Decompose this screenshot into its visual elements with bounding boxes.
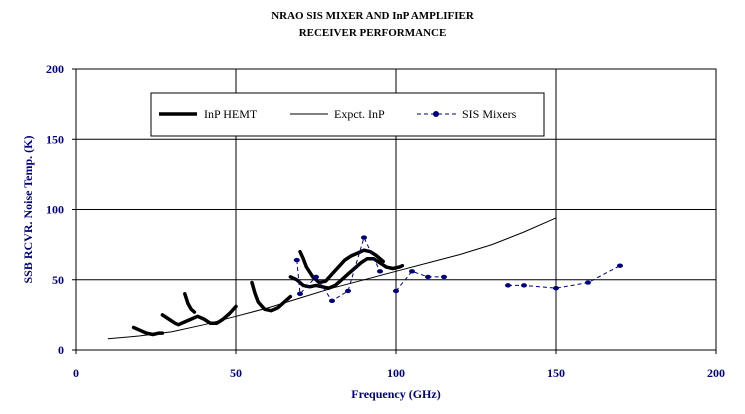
chart-title-line1: NRAO SIS MIXER AND InP AMPLIFIER xyxy=(271,10,474,22)
x-tick-label: 100 xyxy=(387,366,405,380)
legend-box xyxy=(150,92,545,137)
legend: InP HEMT Expct. InP SIS Mixers xyxy=(150,92,545,137)
sis-mixers-point xyxy=(425,274,431,280)
y-tick-label: 150 xyxy=(46,132,64,146)
y-tick-label: 200 xyxy=(46,62,64,76)
sis-mixers-point xyxy=(505,283,511,288)
sis-mixers-point xyxy=(409,269,415,274)
legend-marker-sis-mixers xyxy=(433,111,439,117)
sis-mixers-point xyxy=(361,235,367,240)
sis-mixers-point xyxy=(441,274,447,280)
x-tick-label: 0 xyxy=(73,366,79,380)
x-tick-label: 50 xyxy=(230,366,242,380)
sis-mixers-point xyxy=(377,269,383,274)
x-axis-label: Frequency (GHz) xyxy=(351,387,440,401)
series-inp-hemt-segment-2 xyxy=(183,292,197,314)
sis-mixers-point xyxy=(553,285,559,291)
y-axis-label: SSB RCVR. Noise Temp. (K) xyxy=(21,135,35,283)
series-inp-hemt-segment-1 xyxy=(160,304,238,327)
legend-label-inp-hemt: InP HEMT xyxy=(204,107,258,121)
x-tick-label: 150 xyxy=(547,366,565,380)
sis-mixers-point xyxy=(617,263,623,268)
sis-mixers-point xyxy=(329,298,335,304)
series-sis-mixers-segment-1 xyxy=(395,270,444,292)
axis-ticks: 0 50 100 150 200 0 50 100 150 200 xyxy=(46,62,725,380)
sis-mixers-point xyxy=(293,257,300,263)
sis-mixers-point xyxy=(313,274,319,280)
legend-label-expct-inp: Expct. InP xyxy=(334,107,385,121)
sis-mixers-point xyxy=(393,288,399,294)
legend-label-sis-mixers: SIS Mixers xyxy=(462,107,517,121)
sis-mixers-point xyxy=(345,288,351,294)
series-expct-inp-line xyxy=(107,217,557,340)
sis-mixers-point xyxy=(521,283,527,288)
sis-mixers-point xyxy=(585,280,591,285)
y-tick-label: 50 xyxy=(52,273,64,287)
series-sis-mixers-segment-2 xyxy=(508,265,621,289)
x-tick-label: 200 xyxy=(707,366,725,380)
chart-title-line2: RECEIVER PERFORMANCE xyxy=(298,27,447,39)
sis-mixers-point xyxy=(297,291,303,296)
series-inp-hemt-segment-4 xyxy=(288,256,405,290)
series-layer xyxy=(107,217,623,340)
y-tick-label: 0 xyxy=(58,343,64,357)
y-tick-label: 100 xyxy=(46,203,64,217)
series-inp-hemt-segment-5 xyxy=(298,248,385,285)
